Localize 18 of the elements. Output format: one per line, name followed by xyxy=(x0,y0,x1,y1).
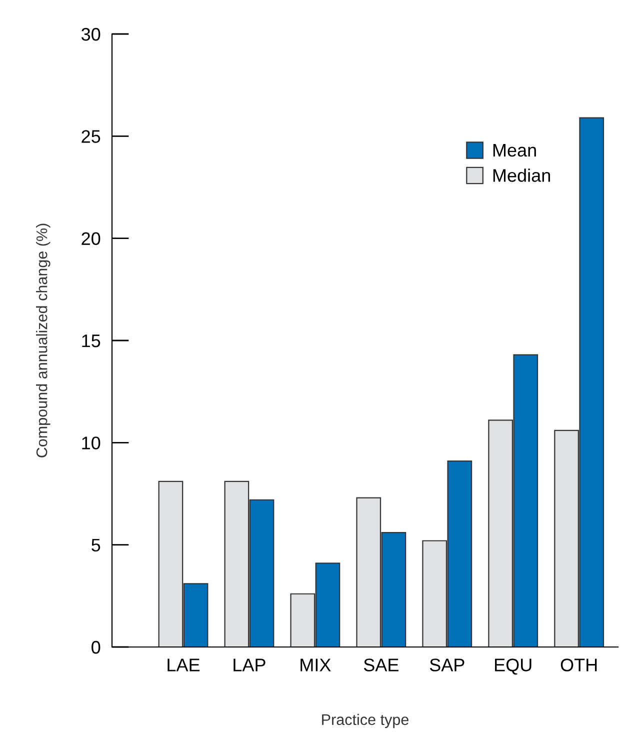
y-tick-label: 30 xyxy=(81,28,100,41)
x-axis-title: Practice type xyxy=(322,714,408,728)
y-tick-label: 5 xyxy=(92,538,100,552)
x-tick-label: EQU xyxy=(495,658,532,675)
x-tick-label: OTH xyxy=(560,658,597,672)
y-tick-label: 0 xyxy=(92,640,100,654)
legend-label: Mean xyxy=(493,144,536,157)
legend-label: Median xyxy=(493,168,550,182)
x-tick-label: MIX xyxy=(300,658,331,672)
y-tick-label: 25 xyxy=(82,130,100,143)
y-tick-label: 20 xyxy=(82,232,100,246)
y-tick-label: 15 xyxy=(82,334,100,348)
x-tick-label: SAP xyxy=(430,658,464,672)
y-tick-label: 10 xyxy=(82,436,100,450)
x-tick-label: LAE xyxy=(168,658,200,672)
x-tick-label: SAE xyxy=(364,658,398,672)
x-tick-label: LAP xyxy=(234,658,266,672)
y-axis-title: Compound annualized change (%) xyxy=(36,224,50,458)
